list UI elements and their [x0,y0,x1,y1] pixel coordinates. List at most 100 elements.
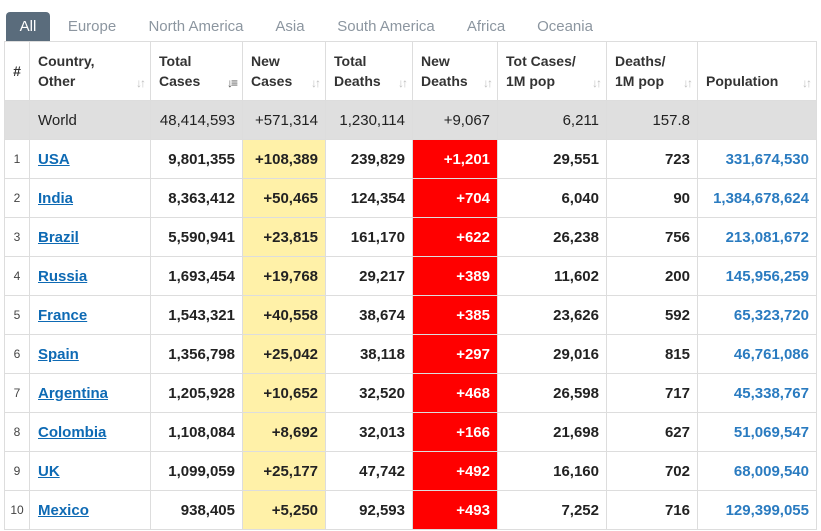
table-row: 4 Russia 1,693,454 +19,768 29,217 +389 11,602 2… [4,256,817,296]
sort-icon[interactable]: ↓↑ [592,76,602,90]
country-link[interactable]: UK [38,462,60,480]
country-link[interactable]: Russia [38,267,88,285]
new-cases-cell: +10,652 [242,373,326,413]
country-cell: UK [29,451,151,491]
world-population [697,100,817,140]
new-deaths-cell: +1,201 [412,139,498,179]
header-total-deaths[interactable]: Total Deaths ↓↑ [325,41,413,101]
sort-descending-icon[interactable]: ↓≡ [226,76,238,90]
row-index: 1 [4,139,30,179]
sort-icon[interactable]: ↓↑ [398,76,408,90]
world-deaths-1m: 157.8 [606,100,698,140]
header-total-cases[interactable]: Total Cases ↓≡ [150,41,243,101]
tab-north-america[interactable]: North America [148,18,244,35]
country-link[interactable]: India [38,189,74,207]
world-tot-cases-1m: 6,211 [497,100,607,140]
population-cell: 51,069,547 [697,412,817,452]
world-new-cases: +571,314 [242,100,326,140]
deaths-1m-cell: 723 [606,139,698,179]
total-deaths-cell: 29,217 [325,256,413,296]
header-new-cases-line1: New [251,53,280,69]
header-tot-cases-1m[interactable]: Tot Cases/ 1M pop ↓↑ [497,41,607,101]
new-cases-cell: +19,768 [242,256,326,296]
header-total-cases-line2: Cases [159,73,201,89]
country-cell: Russia [29,256,151,296]
country-link[interactable]: Colombia [38,423,107,441]
sort-icon[interactable]: ↓↑ [802,76,812,90]
tab-europe[interactable]: Europe [67,18,117,35]
tab-asia[interactable]: Asia [275,18,305,35]
header-new-deaths-line1: New [421,53,450,69]
header-new-cases-line2: Cases [251,73,293,89]
total-deaths-cell: 124,354 [325,178,413,218]
tot-cases-1m-cell: 16,160 [497,451,607,491]
total-deaths-cell: 92,593 [325,490,413,530]
total-deaths-cell: 32,013 [325,412,413,452]
world-total-cases: 48,414,593 [150,100,243,140]
new-deaths-cell: +297 [412,334,498,374]
deaths-1m-cell: 716 [606,490,698,530]
total-cases-cell: 5,590,941 [150,217,243,257]
population-cell: 1,384,678,624 [697,178,817,218]
world-country: World [29,100,151,140]
country-cell: USA [29,139,151,179]
country-link[interactable]: Brazil [38,228,79,246]
tab-all[interactable]: All [6,12,50,41]
new-deaths-cell: +492 [412,451,498,491]
table-row: 5 France 1,543,321 +40,558 38,674 +385 23,626 5… [4,295,817,335]
population-cell: 68,009,540 [697,451,817,491]
header-population[interactable]: Population ↓↑ [697,41,817,101]
country-cell: Argentina [29,373,151,413]
sort-icon[interactable]: ↓↑ [311,76,321,90]
row-index: 10 [4,490,30,530]
deaths-1m-cell: 90 [606,178,698,218]
country-link[interactable]: Mexico [38,501,89,519]
sort-icon[interactable]: ↓↑ [483,76,493,90]
header-deaths-1m-line2: 1M pop [615,73,664,89]
country-link[interactable]: Argentina [38,384,109,402]
country-cell: India [29,178,151,218]
new-deaths-cell: +704 [412,178,498,218]
sort-icon[interactable]: ↓↑ [683,76,693,90]
table-row: 2 India 8,363,412 +50,465 124,354 +704 6,040 90… [4,178,817,218]
population-cell: 331,674,530 [697,139,817,179]
tot-cases-1m-cell: 21,698 [497,412,607,452]
tab-africa[interactable]: Africa [466,18,506,35]
row-index: 8 [4,412,30,452]
deaths-1m-cell: 702 [606,451,698,491]
country-link[interactable]: Spain [38,345,79,363]
tot-cases-1m-cell: 7,252 [497,490,607,530]
country-cell: Mexico [29,490,151,530]
total-deaths-cell: 38,118 [325,334,413,374]
new-deaths-cell: +622 [412,217,498,257]
new-cases-cell: +8,692 [242,412,326,452]
header-country[interactable]: Country, Other ↓↑ [29,41,151,101]
header-deaths-1m-line1: Deaths/ [615,53,666,69]
tab-south-america[interactable]: South America [337,18,435,35]
new-deaths-cell: +493 [412,490,498,530]
world-new-deaths: +9,067 [412,100,498,140]
header-country-line2: Other [38,73,76,89]
header-deaths-1m[interactable]: Deaths/ 1M pop ↓↑ [606,41,698,101]
deaths-1m-cell: 592 [606,295,698,335]
sort-icon[interactable]: ↓↑ [136,76,146,90]
covid-table-container: # Country, Other ↓↑ Total Cases ↓≡ New C… [4,41,817,530]
population-cell: 145,956,259 [697,256,817,296]
total-deaths-cell: 38,674 [325,295,413,335]
total-cases-cell: 1,205,928 [150,373,243,413]
country-link[interactable]: France [38,306,88,324]
region-tabs: All Europe North America Asia South Amer… [0,0,821,41]
new-deaths-cell: +468 [412,373,498,413]
header-new-deaths[interactable]: New Deaths ↓↑ [412,41,498,101]
tot-cases-1m-cell: 23,626 [497,295,607,335]
country-link[interactable]: USA [38,150,70,168]
country-cell: France [29,295,151,335]
header-new-cases[interactable]: New Cases ↓↑ [242,41,326,101]
table-row: 7 Argentina 1,205,928 +10,652 32,520 +468 26,5… [4,373,817,413]
tab-oceania[interactable]: Oceania [537,18,593,35]
row-index: 9 [4,451,30,491]
header-tot-cases-1m-line2: 1M pop [506,73,555,89]
population-cell: 213,081,672 [697,217,817,257]
deaths-1m-cell: 717 [606,373,698,413]
population-cell: 65,323,720 [697,295,817,335]
